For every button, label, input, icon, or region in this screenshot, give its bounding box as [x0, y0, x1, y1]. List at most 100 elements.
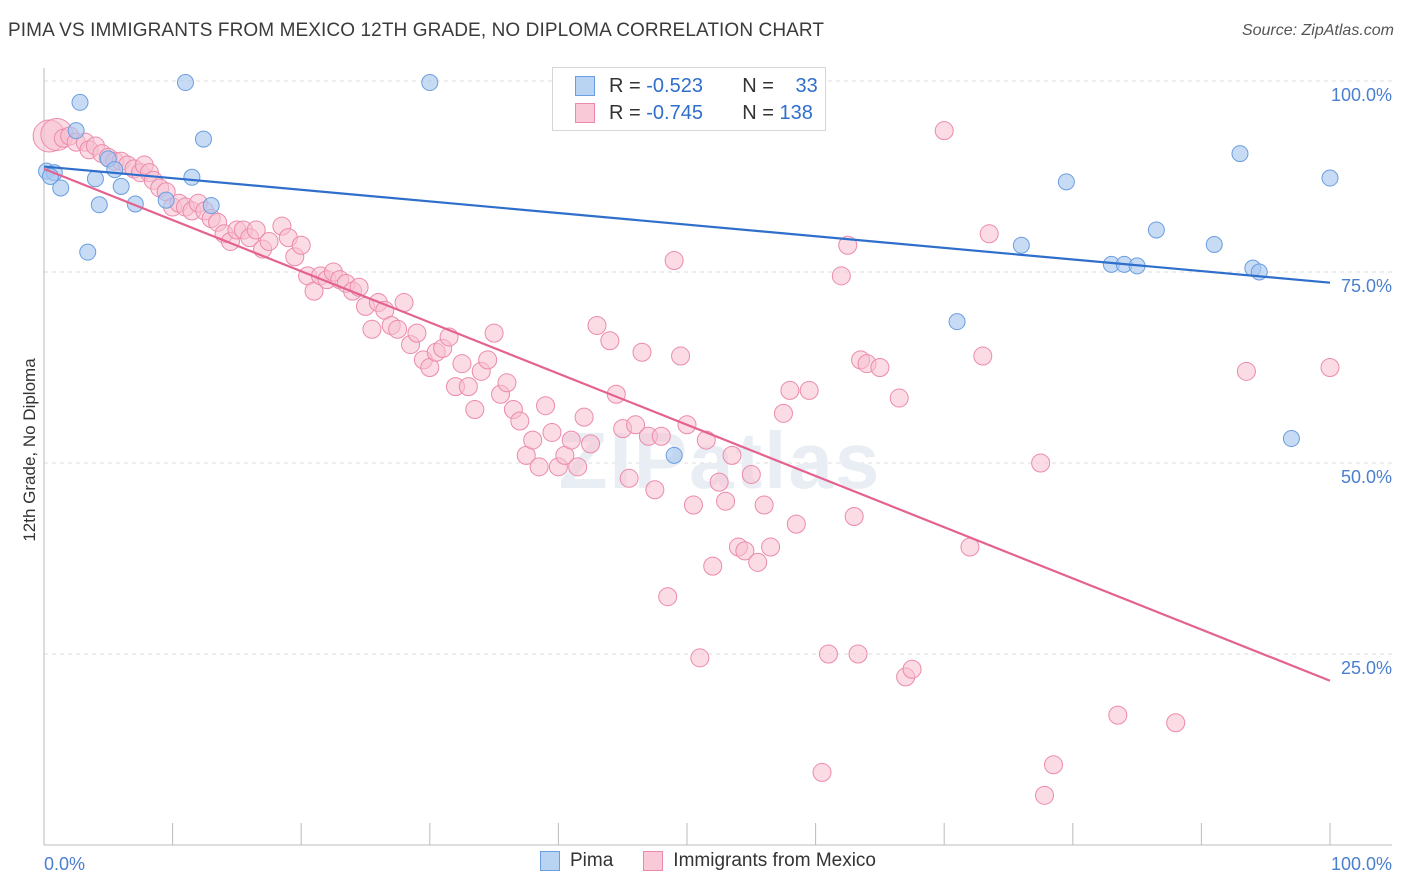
legend-swatch-pima [575, 76, 595, 96]
pima-point [1231, 145, 1249, 163]
y-axis-label: 12th Grade, No Diploma [20, 358, 39, 542]
mexico-point [831, 266, 851, 286]
mexico-point [484, 323, 504, 343]
legend-label-mexico: Immigrants from Mexico [673, 850, 876, 871]
mexico-point [1236, 361, 1256, 381]
mexico-point [651, 426, 671, 446]
mexico-point [1035, 785, 1055, 805]
mexico-point [510, 411, 530, 431]
mexico-point [902, 659, 922, 679]
mexico-point [735, 541, 755, 561]
watermark: ZIPatlas [559, 416, 882, 505]
pima-point [1057, 173, 1075, 191]
mexico-point [259, 231, 279, 251]
mexico-point [709, 472, 729, 492]
y-tick-label: 75.0% [1341, 276, 1392, 296]
mexico-point [587, 315, 607, 335]
mexico-point [844, 506, 864, 526]
pima-point [1012, 236, 1030, 254]
pima-point [126, 195, 144, 213]
legend-r-label: R = [609, 74, 647, 97]
mexico-point [452, 354, 472, 374]
mexico-point [542, 422, 562, 442]
mexico-point [780, 380, 800, 400]
mexico-point [812, 762, 832, 782]
mexico-point [291, 235, 311, 255]
mexico-point [722, 445, 742, 465]
mexico-point [407, 323, 427, 343]
mexico-point [761, 537, 781, 557]
chart-title: PIMA VS IMMIGRANTS FROM MEXICO 12TH GRAD… [8, 20, 825, 41]
pima-point [79, 243, 97, 261]
mexico-point [458, 377, 478, 397]
legend-swatch-mexico [575, 103, 595, 123]
legend-r-label: R = [609, 101, 647, 124]
tick-labels: 25.0% 50.0% 75.0% 100.0% 0.0% 100.0% [44, 85, 1392, 874]
mexico-point [889, 388, 909, 408]
legend-n-label: N = [742, 74, 780, 97]
axes [43, 68, 1392, 846]
pima-point [665, 446, 683, 464]
mexico-point [581, 434, 601, 454]
mexico-point [246, 220, 266, 240]
pima-point [1205, 235, 1223, 253]
gridlines [44, 80, 1392, 655]
pima-point [194, 130, 212, 148]
mexico-point [703, 556, 723, 576]
correlation-legend: R = -0.523 N = 33 R = -0.745 N = 138 [552, 67, 826, 131]
mexico-point [529, 457, 549, 477]
legend-n-label: N = [742, 101, 780, 124]
mexico-point [645, 480, 665, 500]
legend-item-mexico: Immigrants from Mexico [643, 850, 876, 872]
pima-point [1282, 430, 1300, 448]
mexico-point [773, 403, 793, 423]
pima-point [948, 313, 966, 331]
legend-row-mexico: R = -0.745 N = 138 [575, 100, 813, 126]
mexico-point [600, 331, 620, 351]
mexico-point [690, 648, 710, 668]
mexico-point [748, 552, 768, 572]
legend-row-pima: R = -0.523 N = 33 [575, 73, 818, 99]
pima-point [157, 191, 175, 209]
mexico-point [671, 346, 691, 366]
series-legend: Pima Immigrants from Mexico [540, 850, 906, 872]
mexico-point [870, 358, 890, 377]
mexico-point [696, 430, 716, 450]
mexico-point [626, 415, 646, 435]
mexico-point [838, 235, 858, 255]
x-tick-label: 0.0% [44, 854, 85, 874]
mexico-point [683, 495, 703, 515]
pima-point [90, 196, 108, 214]
mexico-point [388, 319, 408, 339]
series-mexico-points [32, 117, 1340, 805]
pima-point [112, 177, 130, 195]
mexico-point [799, 380, 819, 400]
mexico-point [1108, 705, 1128, 725]
trend-line-pima [43, 165, 1331, 284]
mexico-point [574, 407, 594, 427]
mexico-point [1320, 358, 1340, 377]
mexico-point [818, 644, 838, 664]
legend-label-pima: Pima [570, 850, 614, 871]
mexico-point [979, 224, 999, 244]
trend-line-mexico [43, 167, 1331, 682]
mexico-point [741, 464, 761, 484]
pima-point [202, 197, 220, 215]
mexico-point [786, 514, 806, 534]
mexico-point [664, 251, 684, 271]
pima-point [1147, 221, 1165, 239]
pima-point [183, 168, 201, 186]
mexico-point [536, 396, 556, 416]
legend-swatch-mexico [643, 851, 664, 871]
mexico-point [848, 644, 868, 664]
legend-r-value-pima: -0.523 [646, 74, 703, 97]
y-tick-label: 100.0% [1331, 85, 1392, 105]
mexico-point [1031, 453, 1051, 473]
mexico-point [658, 587, 678, 607]
series-pima-points [38, 74, 1339, 464]
legend-n-value-pima: 33 [795, 74, 818, 97]
mexico-point [716, 491, 736, 511]
trend-lines [43, 165, 1331, 682]
source-label: Source: ZipAtlas.com [1241, 22, 1394, 39]
y-tick-label: 50.0% [1341, 467, 1392, 487]
